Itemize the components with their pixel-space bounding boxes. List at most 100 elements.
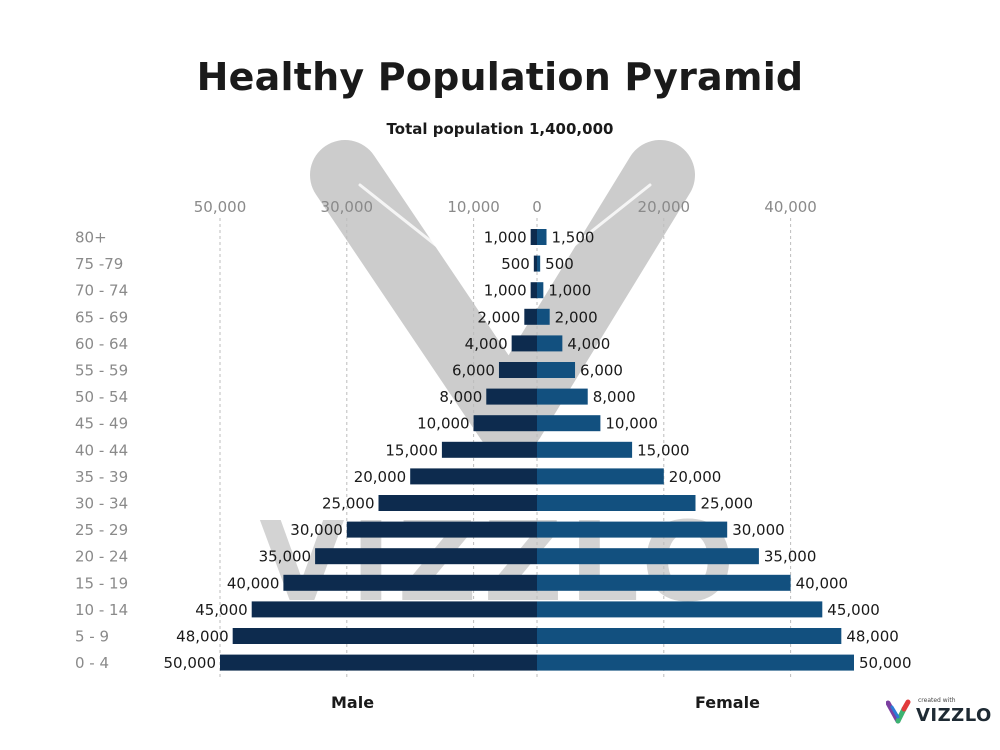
age-group-label: 60 - 64	[75, 335, 128, 353]
x-tick-label: 20,000	[638, 198, 691, 216]
male-data-label: 1,000	[484, 282, 527, 300]
logo-stroke-red	[901, 699, 911, 712]
female-bar	[537, 574, 791, 591]
male-data-label: 30,000	[290, 521, 343, 539]
age-group-label: 70 - 74	[75, 282, 128, 300]
age-group-label: 20 - 24	[75, 548, 128, 566]
female-bar	[537, 654, 854, 671]
female-data-label: 1,500	[552, 229, 595, 247]
male-data-label: 35,000	[259, 548, 312, 566]
watermark-v-highlight	[358, 183, 652, 302]
female-data-label: 8,000	[593, 388, 636, 406]
female-data-label: 1,000	[548, 282, 591, 300]
female-bar	[537, 548, 759, 565]
age-group-label: 45 - 49	[75, 415, 128, 433]
female-data-label: 45,000	[827, 601, 880, 619]
created-with-text: created with	[918, 697, 956, 704]
x-tick-label: 40,000	[764, 198, 817, 216]
age-group-label: 75 -79	[75, 255, 123, 273]
age-group-label: 0 - 4	[75, 654, 109, 672]
logo-stroke-purple	[886, 700, 901, 724]
female-bar	[537, 495, 696, 511]
female-bar	[537, 388, 588, 405]
male-data-label: 8,000	[439, 388, 482, 406]
female-data-label: 25,000	[701, 495, 754, 513]
female-data-label: 4,000	[567, 335, 610, 353]
age-group-label: 50 - 54	[75, 388, 128, 406]
female-data-label: 10,000	[605, 415, 658, 433]
logo-stroke-blue	[890, 705, 900, 719]
female-bar	[537, 229, 547, 245]
male-bar	[511, 335, 537, 352]
female-data-label: 6,000	[580, 362, 623, 380]
male-data-label: 40,000	[227, 574, 280, 592]
male-bar	[232, 628, 537, 644]
age-group-label: 25 - 29	[75, 521, 128, 539]
male-data-label: 15,000	[385, 441, 438, 459]
male-data-label: 2,000	[477, 308, 520, 326]
age-group-label: 40 - 44	[75, 441, 128, 459]
female-bar	[537, 415, 601, 432]
male-bar	[486, 388, 537, 405]
female-bar	[537, 601, 823, 618]
male-bar	[498, 362, 537, 378]
female-data-label: 50,000	[859, 654, 912, 672]
female-data-label: 2,000	[555, 308, 598, 326]
x-tick-label: 0	[532, 198, 542, 216]
age-group-label: 55 - 59	[75, 362, 128, 380]
male-bar	[378, 495, 537, 511]
vizzlo-logo: created with VIZZLO	[886, 697, 991, 727]
male-bar	[530, 282, 537, 299]
female-data-label: 500	[545, 255, 574, 273]
age-group-labels: 80+ 75 -79 70 - 74 65 - 69 60 - 64 55 - 59 50 …	[75, 229, 128, 673]
female-series-label: Female	[695, 693, 760, 712]
female-data-label: 20,000	[669, 468, 722, 486]
female-data-label: 48,000	[846, 628, 899, 646]
male-bar	[473, 415, 537, 432]
age-group-label: 5 - 9	[75, 628, 109, 646]
age-group-label: 35 - 39	[75, 468, 128, 486]
male-bar	[315, 548, 537, 565]
female-bar	[537, 335, 563, 352]
male-bar	[283, 574, 537, 591]
male-data-label: 1,000	[484, 229, 527, 247]
age-group-label: 10 - 14	[75, 601, 128, 619]
x-tick-label: 10,000	[447, 198, 500, 216]
vizzlo-logo-icon	[886, 699, 911, 724]
female-bar	[537, 441, 633, 458]
female-bar	[537, 282, 544, 299]
age-group-label: 80+	[75, 229, 107, 247]
age-group-label: 15 - 19	[75, 574, 128, 592]
chart-subtitle: Total population 1,400,000	[386, 120, 614, 138]
vizzlo-brand-name: VIZZLO	[916, 705, 992, 726]
male-data-label: 50,000	[164, 654, 217, 672]
female-bar	[537, 308, 550, 325]
male-bar	[533, 255, 537, 272]
age-group-label: 30 - 34	[75, 495, 128, 513]
male-data-label: 45,000	[195, 601, 248, 619]
male-series-label: Male	[331, 693, 375, 712]
chart-title: Healthy Population Pyramid	[196, 55, 804, 99]
female-data-label: 15,000	[637, 441, 690, 459]
male-bar	[220, 654, 537, 671]
male-data-label: 10,000	[417, 415, 470, 433]
male-bar	[346, 521, 537, 538]
male-bar	[524, 308, 537, 325]
male-data-label: 500	[501, 255, 530, 273]
x-tick-label: 30,000	[321, 198, 374, 216]
male-data-label: 25,000	[322, 495, 375, 513]
female-bar	[537, 521, 728, 538]
male-bar	[530, 229, 537, 245]
female-data-label: 30,000	[732, 521, 785, 539]
female-data-label: 40,000	[796, 574, 849, 592]
age-group-label: 65 - 69	[75, 308, 128, 326]
female-data-label: 35,000	[764, 548, 817, 566]
female-bar	[537, 362, 576, 378]
male-data-label: 4,000	[465, 335, 508, 353]
female-bar	[537, 255, 541, 272]
male-bar	[410, 468, 537, 485]
female-bar	[537, 628, 842, 644]
x-axis-ticks: 50,000 30,000 10,000 0 20,000 40,000	[194, 198, 817, 216]
male-bar	[441, 441, 537, 458]
